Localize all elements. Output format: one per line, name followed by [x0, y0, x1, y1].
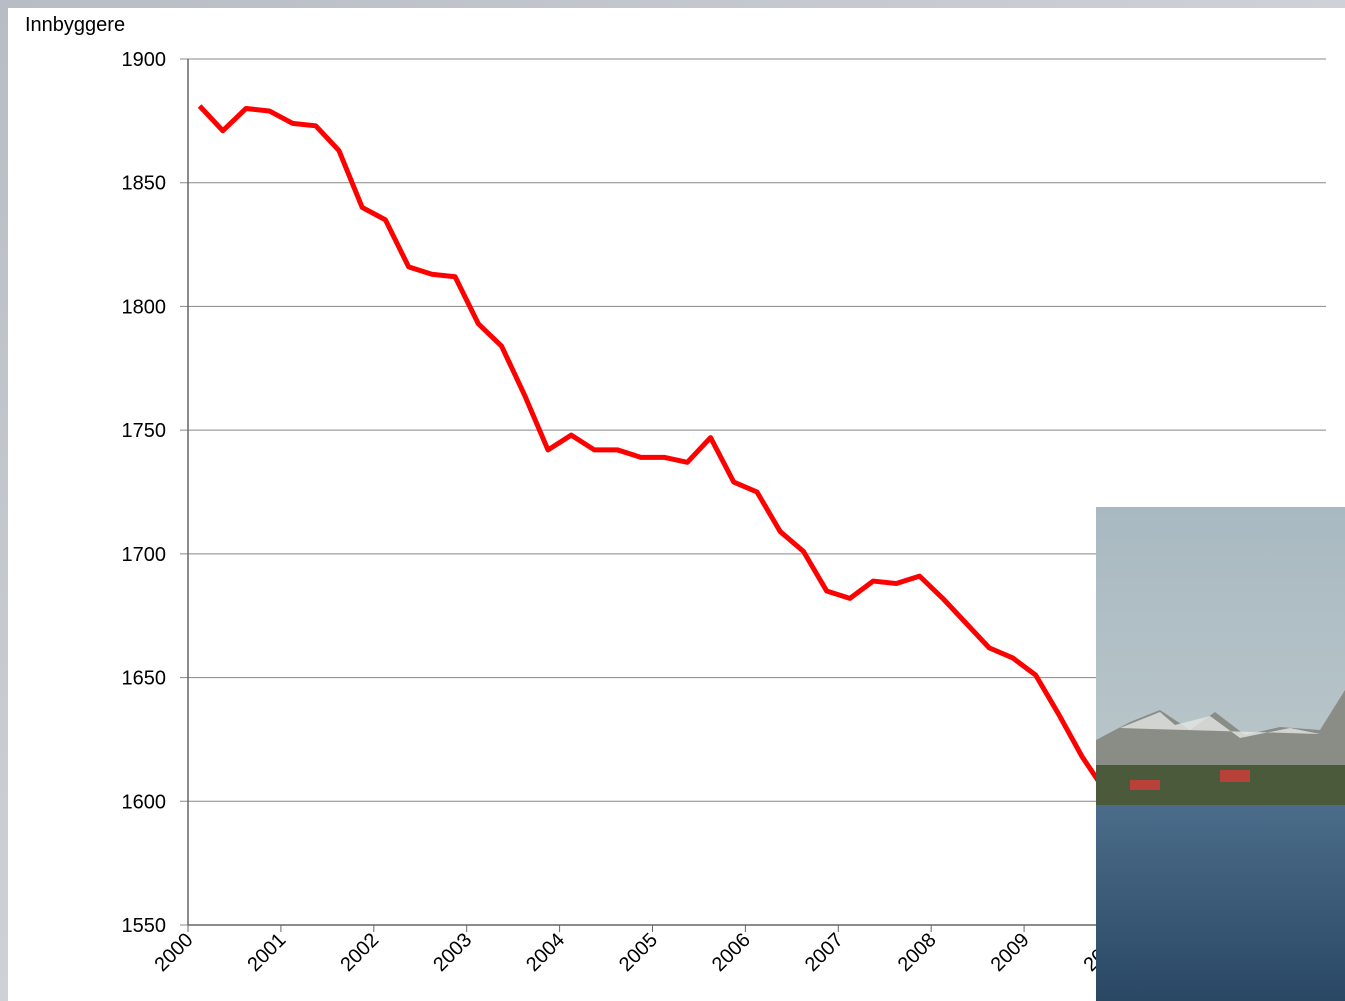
y-tick-label: 1650 — [122, 668, 167, 690]
photo-house — [1130, 780, 1160, 790]
y-tick-label: 1600 — [122, 791, 167, 813]
photo-house — [1220, 770, 1250, 782]
y-axis-label: Innbyggere — [25, 14, 125, 36]
chart: Innbyggere 1550 1600 1650 1700 1750 1800 1850 1… — [0, 0, 1345, 1001]
y-tick-label: 1700 — [122, 544, 167, 566]
photo-sea — [1096, 805, 1345, 1001]
y-tick-label: 1800 — [122, 296, 167, 318]
page: Innbyggere 1550 1600 1650 1700 1750 1800 1850 1… — [0, 0, 1345, 1001]
y-tick-label: 1750 — [122, 420, 167, 442]
y-tick-label: 1850 — [122, 173, 167, 195]
photo — [1096, 507, 1345, 1001]
y-tick-label: 1550 — [122, 915, 167, 937]
y-tick-label: 1900 — [122, 49, 167, 71]
